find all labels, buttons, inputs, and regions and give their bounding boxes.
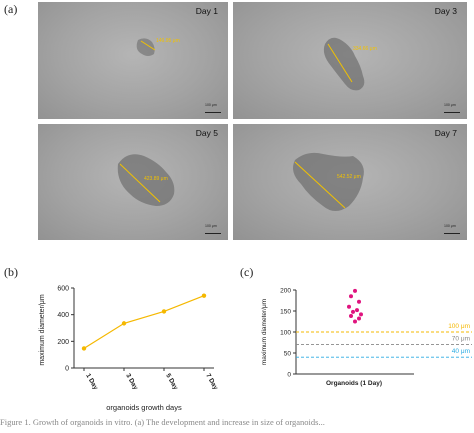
organoid-day5 bbox=[117, 154, 175, 206]
y-tick-label: 50 bbox=[284, 351, 292, 358]
reference-label: 40 μm bbox=[452, 348, 470, 355]
day-label-1: Day 1 bbox=[195, 6, 218, 16]
panel-label-b: (b) bbox=[4, 265, 18, 279]
data-point bbox=[349, 294, 353, 299]
measurement-day5: 423.89 μm bbox=[144, 176, 168, 182]
x-tick-label: 5 Day bbox=[164, 373, 179, 392]
y-tick-label: 100 bbox=[280, 330, 291, 337]
day-label-7: Day 7 bbox=[434, 128, 457, 138]
x-category-label: Organoids (1 Day) bbox=[326, 380, 382, 387]
micrograph-day3: 334.66 μm Day 3 100 μm bbox=[233, 2, 467, 119]
measurement-day1: 146.95 μm bbox=[156, 38, 180, 44]
x-tick-label: 7 Day bbox=[204, 373, 219, 392]
y-tick-label: 600 bbox=[57, 286, 69, 293]
organoid-day3 bbox=[323, 37, 365, 91]
reference-label: 100 μm bbox=[448, 323, 470, 330]
data-point bbox=[81, 346, 87, 351]
reference-label: 70 μm bbox=[452, 336, 470, 343]
scale-bar-day1: 100 μm bbox=[205, 103, 221, 113]
y-tick-label: 0 bbox=[65, 366, 69, 373]
series-line bbox=[83, 295, 205, 349]
y-tick-label: 400 bbox=[57, 312, 69, 319]
data-point bbox=[357, 316, 361, 321]
data-point bbox=[351, 309, 355, 314]
chart-growth-line: maximum diameter/μm organoids growth day… bbox=[39, 286, 219, 413]
x-tick-label: 3 Day bbox=[124, 373, 139, 392]
day-label-3: Day 3 bbox=[434, 6, 457, 16]
micrograph-day5: 423.89 μm Day 5 100 μm bbox=[38, 124, 228, 240]
data-point bbox=[347, 304, 351, 309]
x-tick-label: 1 Day bbox=[84, 373, 99, 392]
data-point bbox=[357, 299, 361, 304]
data-point bbox=[161, 309, 167, 314]
data-point bbox=[201, 293, 207, 298]
data-point bbox=[355, 308, 359, 313]
y-tick-label: 150 bbox=[280, 309, 291, 316]
y-tick-label: 200 bbox=[57, 339, 69, 346]
data-point bbox=[349, 314, 353, 319]
y-tick-label: 200 bbox=[280, 288, 291, 295]
panel-label-c: (c) bbox=[240, 265, 254, 279]
y-axis-label: maximum diameter/μm bbox=[39, 294, 46, 365]
organoid-day1 bbox=[136, 38, 156, 56]
scale-bar-day3: 100 μm bbox=[444, 103, 460, 113]
day-label-5: Day 5 bbox=[195, 128, 218, 138]
data-point bbox=[121, 321, 127, 326]
panel-label-a: (a) bbox=[4, 2, 18, 16]
data-point bbox=[353, 288, 357, 293]
organoid-day7 bbox=[293, 152, 364, 211]
scale-bar-day5: 100 μm bbox=[205, 224, 221, 234]
measurement-day7: 542.52 μm bbox=[337, 174, 361, 180]
figure-caption: Figure 1. Growth of organoids in vitro. … bbox=[0, 417, 325, 427]
chart-diameter-scatter: maximum diameter/μm Organoids (1 Day) 0 5… bbox=[261, 288, 472, 387]
micrograph-grid: 146.95 μm Day 1 100 μm 334.66 μm Day 3 1… bbox=[38, 2, 467, 240]
data-point bbox=[353, 319, 357, 324]
y-tick-label: 0 bbox=[287, 372, 291, 379]
x-axis-label: organoids growth days bbox=[106, 403, 182, 412]
data-point bbox=[359, 312, 363, 317]
micrograph-day1: 146.95 μm Day 1 100 μm bbox=[38, 2, 228, 119]
y-axis-label: maximum diameter/μm bbox=[261, 299, 268, 365]
scale-bar-day7: 100 μm bbox=[444, 224, 460, 234]
micrograph-day7: 542.52 μm Day 7 100 μm bbox=[233, 124, 467, 240]
measurement-day3: 334.66 μm bbox=[353, 46, 377, 52]
